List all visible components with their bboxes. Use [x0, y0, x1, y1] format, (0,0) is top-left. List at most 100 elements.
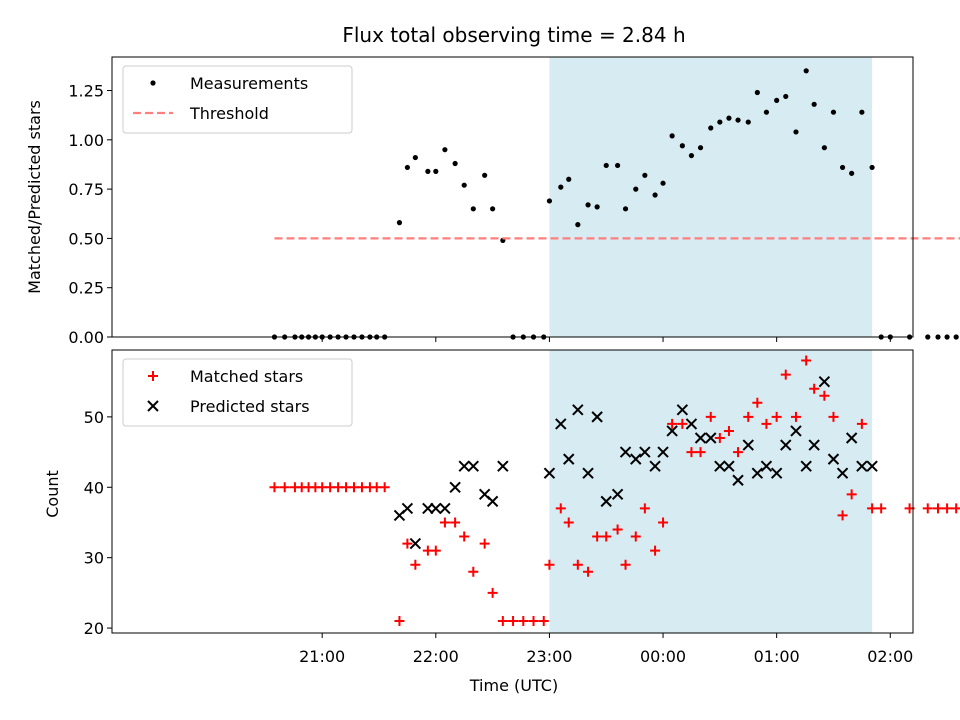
- top-axes-frame: [111, 56, 914, 338]
- top-plot: 0.00 0.25 0.50 0.75 1.00 1.25 Measurements Thre…: [68, 56, 960, 347]
- legend-plus-marker: [148, 371, 158, 381]
- matched-star-point: [468, 566, 479, 577]
- matched-star-point: [752, 397, 763, 408]
- matched-star-point: [942, 503, 953, 514]
- matched-star-point: [528, 616, 539, 627]
- measurement-point: [793, 129, 799, 135]
- measurement-point: [622, 206, 629, 212]
- predicted-star-point: [732, 474, 744, 486]
- matched-star-point: [677, 418, 688, 429]
- matched-star-point: [538, 616, 549, 627]
- bottom-legend: Matched stars Predicted stars: [122, 358, 353, 427]
- predicted-star-point: [827, 453, 840, 465]
- top-y-tick-label: 0.00: [68, 328, 104, 347]
- predicted-star-point: [770, 467, 783, 479]
- top-y-axis-label: Matched/Predicted stars: [25, 100, 44, 294]
- matched-star-point: [771, 411, 782, 422]
- predicted-star-point: [676, 404, 689, 416]
- predicted-star-point: [742, 439, 754, 451]
- bottom-x-tick-label: 22:00: [413, 647, 459, 666]
- measurement-point: [774, 97, 780, 103]
- matched-star-point: [459, 531, 470, 542]
- matched-star-point: [269, 482, 280, 493]
- predicted-star-point: [808, 439, 820, 451]
- matched-star-point: [743, 411, 754, 422]
- predicted-star-point: [430, 502, 442, 515]
- measurement-point: [566, 176, 572, 182]
- matched-star-point: [714, 432, 725, 443]
- measurement-point: [396, 220, 403, 226]
- matched-star-point: [705, 411, 716, 422]
- predicted-star-point: [790, 425, 802, 437]
- legend-box: [122, 358, 353, 427]
- measurement-point: [697, 145, 704, 151]
- matched-star-point: [846, 489, 857, 500]
- predicted-star-point: [449, 481, 461, 493]
- measurement-point: [688, 152, 695, 159]
- predicted-star-point: [723, 460, 735, 472]
- bottom-y-axis-label: Count: [43, 470, 62, 518]
- measurement-point: [735, 117, 741, 123]
- matched-star-point: [650, 545, 661, 556]
- measurement-point: [490, 206, 496, 212]
- matched-star-point: [572, 559, 583, 570]
- x-axis-label: Time (UTC): [469, 676, 558, 695]
- predicted-star-point: [836, 467, 849, 479]
- predicted-star-point: [657, 446, 669, 458]
- measurement-point: [726, 115, 732, 121]
- matched-star-point: [667, 418, 678, 429]
- matched-star-point: [430, 545, 441, 556]
- predicted-star-point: [555, 418, 567, 430]
- measurement-point: [830, 109, 837, 115]
- legend-dot-marker: [150, 80, 156, 86]
- matched-star-point: [497, 616, 508, 627]
- measurement-point: [811, 101, 817, 107]
- measurement-point: [679, 143, 685, 149]
- chart-title: Flux total observing time = 2.84 h: [342, 23, 685, 47]
- series-matched-stars: [269, 355, 960, 627]
- matched-star-point: [508, 616, 519, 627]
- legend-box: [122, 65, 353, 134]
- measurement-point: [585, 202, 591, 208]
- measurement-point: [642, 172, 648, 178]
- matched-star-point: [658, 517, 669, 528]
- legend-label: Measurements: [190, 74, 308, 93]
- predicted-star-point: [458, 460, 470, 472]
- top-y-tick-label: 1.00: [68, 131, 104, 150]
- measurement-point: [452, 160, 458, 167]
- measurement-point: [603, 162, 609, 169]
- matched-star-point: [563, 517, 574, 528]
- predicted-star-point: [439, 502, 451, 515]
- measurement-point: [953, 334, 959, 340]
- matched-star-point: [790, 411, 801, 422]
- matched-star-point: [733, 447, 744, 458]
- matched-star-point: [279, 482, 290, 493]
- predicted-star-point: [467, 460, 480, 472]
- measurement-point: [404, 164, 411, 171]
- matched-star-point: [780, 369, 791, 380]
- predicted-star-point: [639, 446, 651, 458]
- predicted-star-point: [694, 432, 707, 444]
- predicted-star-point: [760, 460, 773, 472]
- measurement-point: [821, 145, 827, 151]
- matched-star-point: [601, 531, 612, 542]
- matched-star-point: [555, 503, 566, 514]
- predicted-star-point: [649, 460, 661, 472]
- matched-star-point: [695, 447, 706, 458]
- matched-star-point: [723, 425, 734, 436]
- matched-star-point: [620, 559, 631, 570]
- top-y-tick-label: 0.75: [68, 180, 104, 199]
- matched-star-point: [867, 503, 878, 514]
- matched-star-point: [612, 524, 623, 535]
- matched-star-point: [583, 566, 594, 577]
- top-y-tick-label: 0.50: [68, 229, 104, 248]
- top-y-tick-label: 0.25: [68, 279, 104, 298]
- predicted-star-point: [845, 432, 858, 444]
- predicted-star-point: [591, 411, 603, 423]
- bottom-x-tick-label: 01:00: [754, 647, 800, 666]
- predicted-star-point: [619, 446, 632, 458]
- matched-star-point: [686, 447, 697, 458]
- top-y-tick-label: 1.25: [68, 82, 104, 101]
- matched-star-point: [639, 503, 650, 514]
